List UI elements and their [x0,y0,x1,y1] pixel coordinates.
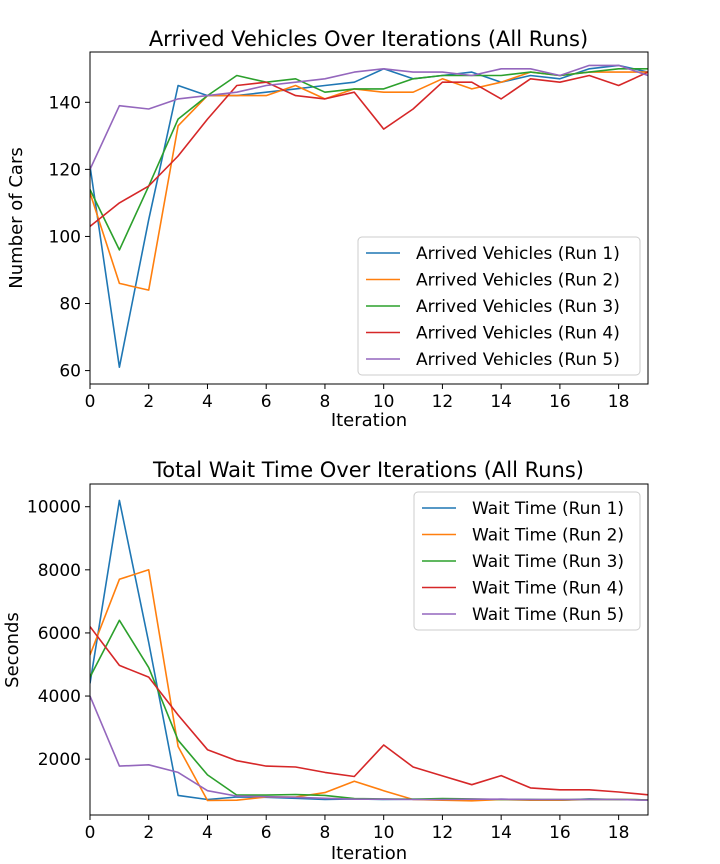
chart-1-x-tick-label: 6 [261,392,272,412]
chart-2-x-tick-label: 16 [549,823,571,843]
chart-1-y-tick-label: 140 [49,93,81,113]
chart-1-series-run-1-line [90,64,648,369]
chart-2-x-axis-label: Iteration [331,843,407,864]
chart-2-x-tick-label: 0 [85,823,96,843]
chart-2-y-tick-label: 6000 [38,624,81,644]
chart-1-y-tick-label: 60 [59,362,81,382]
chart-1-legend-label-run-2: Arrived Vehicles (Run 2) [416,271,620,291]
chart-2-legend-label-run-3: Wait Time (Run 3) [472,552,624,572]
chart-2-y-tick-label: 8000 [38,561,81,581]
chart-1-series-group [90,64,648,369]
chart-2-x-tick-label: 14 [490,823,512,843]
chart-2-x-tick-label: 10 [373,823,395,843]
chart-2-axes-frame [89,483,649,816]
chart-1-legend-label-run-3: Arrived Vehicles (Run 3) [416,297,620,317]
chart-2-title: Total Wait Time Over Iterations (All Run… [152,458,584,482]
chart-2-y-tick-label: 4000 [38,687,81,707]
chart-1-x-tick-label: 16 [549,392,571,412]
arrived-vehicles-chart: Arrived Vehicles Over Iterations (All Ru… [6,27,649,431]
chart-2-legend-box [413,491,641,631]
chart-2-x-tick-label: 4 [202,823,213,843]
chart-2-plot-area: 0 2 4 6 8 10 12 14 16 18 2000 4000 6000 8000 10000 [27,498,648,843]
chart-1-x-tick-label: 18 [608,392,630,412]
chart-1-legend-label-run-4: Arrived Vehicles (Run 4) [416,324,620,344]
chart-1-axes-frame [89,51,649,385]
chart-2-series-run-5-line [90,695,648,801]
chart-1-x-tick-label: 4 [202,392,213,412]
chart-2-x-tick-label: 18 [608,823,630,843]
chart-1-y-axis-label: Number of Cars [6,147,27,288]
chart-1-x-tick-label: 8 [320,392,331,412]
chart-1-legend-label-run-1: Arrived Vehicles (Run 1) [416,244,620,264]
chart-2-y-tick-label: 10000 [27,498,81,518]
chart-1-x-tick-label: 0 [85,392,96,412]
chart-2-legend-label-run-4: Wait Time (Run 4) [472,579,624,599]
chart-1-title: Arrived Vehicles Over Iterations (All Ru… [149,27,588,51]
chart-1-series-run-5-line [90,64,648,170]
chart-1-y-tick-label: 120 [49,160,81,180]
chart-1-y-tick-label: 80 [59,295,81,315]
chart-1-x-tick-label: 14 [490,392,512,412]
chart-2-x-tick-label: 8 [320,823,331,843]
chart-1-legend-label-run-5: Arrived Vehicles (Run 5) [416,350,620,370]
chart-2-x-tick-label: 12 [432,823,454,843]
chart-2-series-run-4-line [90,626,648,796]
chart-1-x-axis-label: Iteration [331,410,407,431]
chart-2-legend-label-run-1: Wait Time (Run 1) [472,499,624,519]
chart-2-legend-label-run-2: Wait Time (Run 2) [472,526,624,546]
chart-2-series-group [90,499,648,802]
chart-1-series-run-4-line [90,71,648,228]
chart-2-x-tick-label: 2 [143,823,154,843]
chart-1-plot-area: 0 2 4 6 8 10 12 14 16 18 60 80 100 120 140 [49,64,648,412]
chart-1-x-tick-label: 10 [373,392,395,412]
chart-2-legend-label-run-5: Wait Time (Run 5) [472,605,624,625]
chart-1-x-tick-label: 12 [432,392,454,412]
wait-time-chart: Total Wait Time Over Iterations (All Run… [2,458,649,864]
chart-1-legend-box [357,236,641,376]
chart-1-legend: Arrived Vehicles (Run 1) Arrived Vehicles… [357,236,641,376]
chart-2-y-axis-label: Seconds [2,612,23,688]
chart-1-x-tick-label: 2 [143,392,154,412]
chart-2-legend: Wait Time (Run 1) Wait Time (Run 2) Wait T… [413,491,641,631]
chart-1-y-tick-label: 100 [49,227,81,247]
chart-2-x-tick-label: 6 [261,823,272,843]
chart-2-y-tick-label: 2000 [38,750,81,770]
